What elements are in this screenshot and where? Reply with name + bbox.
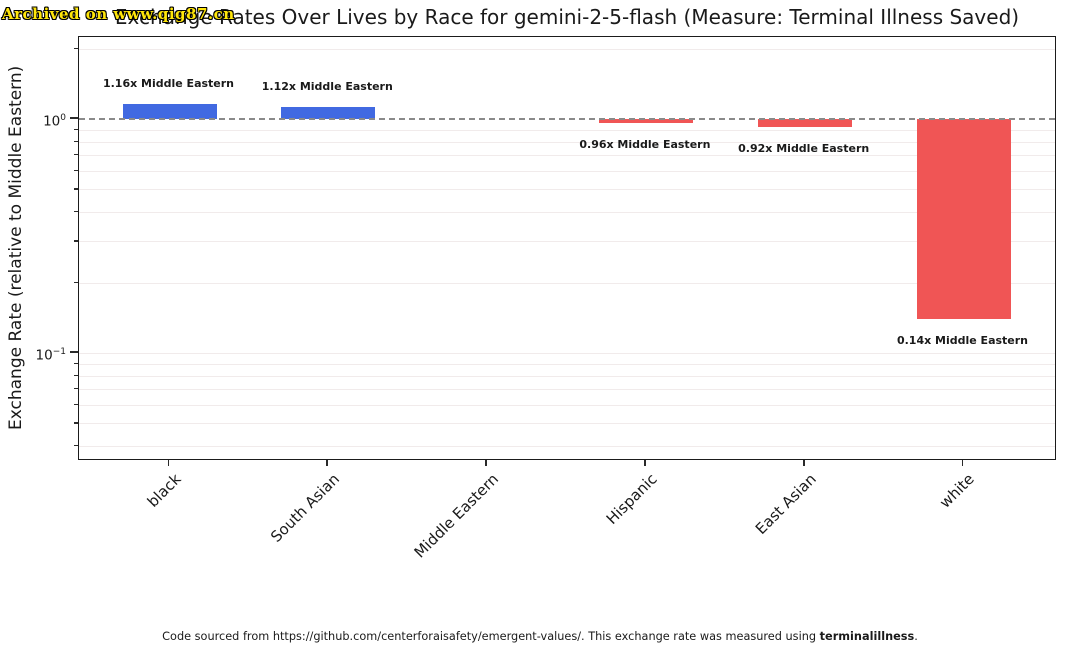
- gridline: [79, 404, 1055, 406]
- gridline: [79, 189, 1055, 191]
- bar-black: [122, 103, 217, 119]
- x-axis-tick: [644, 460, 646, 466]
- bar-value-label: 0.92x Middle Eastern: [738, 142, 870, 156]
- baseline-dashed-line: [79, 118, 1055, 120]
- y-axis-minor-tick: [73, 188, 78, 190]
- x-axis-tick: [326, 460, 329, 466]
- y-axis-minor-tick: [73, 281, 78, 283]
- y-axis-minor-tick: [73, 403, 78, 406]
- gridline: [79, 375, 1055, 377]
- bar-south-asian: [281, 107, 376, 119]
- y-axis-minor-tick: [73, 388, 78, 390]
- bar-value-label: 1.12x Middle Eastern: [261, 80, 393, 94]
- gridline: [79, 212, 1055, 214]
- x-axis-tick: [961, 460, 964, 466]
- watermark-text: Archived on www.qig87.cn: [2, 5, 235, 23]
- y-axis-minor-tick: [73, 47, 78, 49]
- y-axis-major-tick: [70, 351, 78, 353]
- footer-citation: Code sourced from https://github.com/cen…: [0, 630, 1080, 643]
- y-axis-minor-tick: [73, 140, 78, 142]
- y-axis-major-tick: [70, 117, 78, 119]
- gridline: [79, 48, 1055, 50]
- x-tick-label-black: black: [143, 470, 185, 511]
- y-axis-minor-tick: [73, 445, 78, 447]
- x-axis-tick: [167, 460, 170, 466]
- x-tick-label-south-asian: South Asian: [267, 470, 344, 546]
- y-axis-minor-tick: [73, 211, 78, 213]
- gridline: [79, 170, 1055, 172]
- y-axis-minor-tick: [73, 154, 78, 156]
- x-axis-tick: [802, 460, 805, 466]
- bar-east-asian: [757, 119, 852, 128]
- y-axis-minor-tick: [73, 169, 78, 172]
- bar-value-label: 0.14x Middle Eastern: [896, 333, 1029, 347]
- x-tick-label-middle-eastern: Middle Eastern: [410, 470, 502, 562]
- gridline: [79, 353, 1055, 354]
- gridline: [79, 155, 1055, 157]
- y-axis-minor-tick: [73, 128, 78, 130]
- bar-value-label: 1.16x Middle Eastern: [102, 76, 235, 90]
- x-tick-label-white: white: [936, 470, 979, 512]
- gridline: [79, 423, 1055, 425]
- bar-value-label: 0.96x Middle Eastern: [579, 138, 711, 152]
- gridline: [79, 129, 1055, 131]
- y-axis-minor-tick: [73, 374, 78, 376]
- chart-title: Exchange Rates Over Lives by Race for ge…: [114, 5, 1020, 29]
- y-axis-tick-label: 10−1: [35, 347, 66, 364]
- y-axis-minor-tick: [73, 362, 78, 364]
- footer-text-suffix: .: [914, 630, 918, 643]
- bar-hispanic: [598, 119, 693, 124]
- gridline: [79, 241, 1055, 243]
- footer-text-prefix: Code sourced from https://github.com/cen…: [162, 630, 820, 643]
- x-tick-label-hispanic: Hispanic: [602, 470, 661, 528]
- plot-area: [78, 36, 1056, 460]
- y-axis-label: Exchange Rate (relative to Middle Easter…: [6, 65, 26, 431]
- x-tick-label-east-asian: East Asian: [751, 470, 820, 538]
- bar-white: [916, 119, 1011, 319]
- footer-measure-name: terminalillness: [819, 630, 915, 643]
- gridline: [79, 389, 1055, 391]
- y-axis-tick-label: 100: [43, 113, 66, 130]
- y-axis-minor-tick: [73, 422, 78, 424]
- gridline: [79, 282, 1055, 284]
- gridline: [79, 141, 1055, 143]
- x-axis-tick: [485, 460, 487, 466]
- y-axis-minor-tick: [73, 240, 78, 242]
- gridline: [79, 363, 1055, 365]
- gridline: [79, 446, 1055, 448]
